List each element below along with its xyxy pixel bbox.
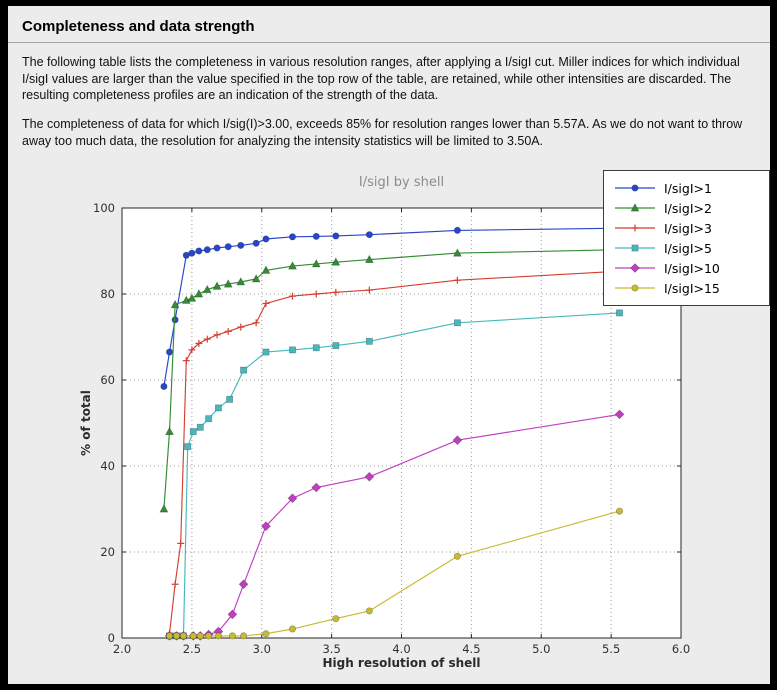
title-divider	[8, 42, 770, 43]
x-tick-label: 3.0	[253, 642, 271, 656]
page-title: Completeness and data strength	[22, 18, 255, 35]
legend-item: I/sigI>3	[613, 218, 761, 238]
chart-figure: I/sigI by shell 2.0 2.5 3.0 3.5 4.0 4.5 5.0 5.5…	[8, 161, 770, 673]
x-tick-label: 3.5	[322, 642, 340, 656]
y-tick-label: 20	[100, 545, 115, 559]
diamond-marker-icon	[615, 263, 655, 274]
legend-item: I/sigI>1	[613, 178, 761, 198]
x-tick-label: 4.0	[392, 642, 410, 656]
square-marker-icon	[615, 244, 655, 252]
x-tick-label: 5.0	[532, 642, 550, 656]
legend-label: I/sigI>1	[664, 180, 712, 196]
circle-marker-icon	[615, 184, 655, 192]
y-tick-label: 40	[100, 459, 115, 473]
y-tick-label: 60	[100, 373, 115, 387]
y-tick-label: 100	[93, 201, 115, 215]
y-tick-label: 0	[108, 631, 115, 645]
x-tick-label: 5.5	[602, 642, 620, 656]
legend-label: I/sigI>3	[664, 220, 712, 236]
legend-label: I/sigI>10	[664, 260, 720, 276]
legend-item: I/sigI>15	[613, 278, 761, 298]
description-paragraph-1: The following table lists the completene…	[22, 55, 740, 103]
plus-marker-icon	[615, 224, 655, 232]
x-tick-label: 4.5	[462, 642, 480, 656]
description-paragraph-2: The completeness of data for which I/sig…	[22, 116, 743, 148]
legend-item: I/sigI>2	[613, 198, 761, 218]
legend-item: I/sigI>10	[613, 258, 761, 278]
chart-legend: I/sigI>1 I/sigI>2 I/sigI>3 I/sigI>5 I/sigI>1…	[603, 170, 770, 307]
x-tick-label: 6.0	[672, 642, 690, 656]
report-panel: Completeness and data strength The follo…	[8, 6, 770, 684]
y-axis-label: % of total	[79, 390, 93, 457]
x-axis-label: High resolution of shell	[322, 656, 481, 671]
legend-item: I/sigI>5	[613, 238, 761, 258]
x-tick-label: 2.0	[113, 642, 131, 656]
chart-title: I/sigI by shell	[358, 175, 445, 191]
legend-label: I/sigI>5	[664, 240, 712, 256]
y-tick-label: 80	[100, 287, 115, 301]
circle-marker-icon	[615, 284, 655, 292]
x-tick-label: 2.5	[183, 642, 201, 656]
legend-label: I/sigI>15	[664, 280, 720, 296]
triangle-marker-icon	[615, 203, 655, 212]
chart-canvas[interactable]: 2.0 2.5 3.0 3.5 4.0 4.5 5.0 5.5 6.0 0 20 40 60 80 100	[8, 161, 770, 673]
legend-label: I/sigI>2	[664, 200, 712, 216]
